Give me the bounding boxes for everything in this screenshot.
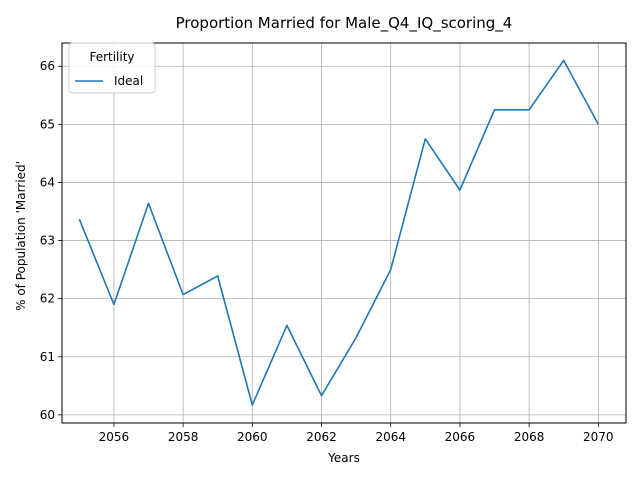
legend-label-ideal: Ideal <box>114 74 143 88</box>
y-tick-label: 66 <box>40 59 55 73</box>
x-axis: 2056 2058 2060 2062 2064 2066 2068 2070 <box>99 423 614 444</box>
y-tick-label: 64 <box>40 175 55 189</box>
x-tick-label: 2056 <box>99 430 130 444</box>
y-tick-label: 60 <box>40 408 55 422</box>
x-tick-label: 2070 <box>583 430 614 444</box>
chart-title: Proportion Married for Male_Q4_IQ_scorin… <box>176 14 513 33</box>
y-axis: 60 61 62 63 64 65 66 <box>40 59 62 422</box>
grid <box>62 43 626 423</box>
x-tick-label: 2062 <box>306 430 337 444</box>
y-tick-label: 61 <box>40 350 55 364</box>
legend-title: Fertility <box>89 50 134 64</box>
x-tick-label: 2060 <box>237 430 268 444</box>
legend: Fertility Ideal <box>68 42 156 94</box>
series-layer <box>78 59 600 406</box>
series-line-ideal <box>78 59 600 406</box>
plot-frame <box>61 42 627 424</box>
y-tick-label: 65 <box>40 117 55 131</box>
x-tick-label: 2068 <box>514 430 545 444</box>
y-axis-label: % of Population 'Married' <box>14 161 28 311</box>
y-tick-label: 63 <box>40 234 55 248</box>
x-axis-label: Years <box>327 451 360 465</box>
x-tick-label: 2058 <box>168 430 199 444</box>
x-tick-label: 2064 <box>375 430 406 444</box>
x-tick-label: 2066 <box>445 430 476 444</box>
y-tick-label: 62 <box>40 292 55 306</box>
